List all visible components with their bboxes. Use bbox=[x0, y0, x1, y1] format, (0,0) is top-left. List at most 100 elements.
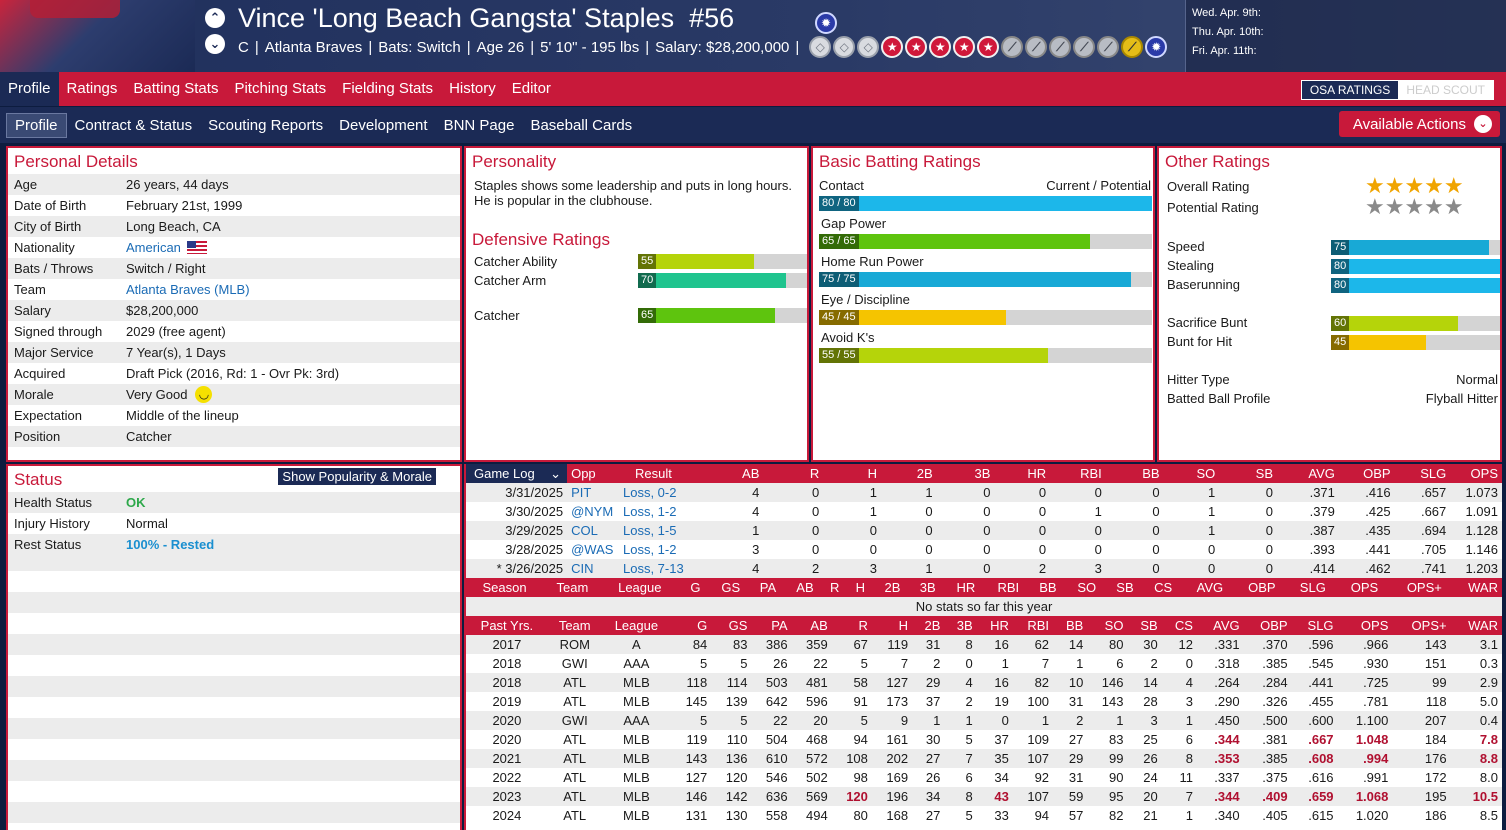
column-header[interactable]: SO bbox=[1087, 616, 1128, 635]
column-header[interactable]: R bbox=[763, 464, 824, 483]
column-header[interactable]: OPS+ bbox=[1382, 578, 1446, 597]
table-cell[interactable]: COL bbox=[567, 521, 619, 540]
column-header[interactable]: Season bbox=[466, 578, 543, 597]
column-header[interactable]: R bbox=[817, 578, 844, 597]
tab-history[interactable]: History bbox=[449, 80, 496, 97]
column-header[interactable]: BB bbox=[1053, 616, 1088, 635]
table-cell[interactable]: CIN bbox=[567, 559, 619, 578]
column-header[interactable]: OBP bbox=[1227, 578, 1280, 597]
column-header[interactable]: RBI bbox=[1012, 616, 1054, 635]
column-header[interactable]: HR bbox=[994, 464, 1051, 483]
column-header[interactable]: H bbox=[843, 578, 870, 597]
column-header[interactable]: League bbox=[601, 616, 672, 635]
tab-ratings[interactable]: Ratings bbox=[66, 80, 118, 97]
column-header[interactable]: OPS+ bbox=[1392, 616, 1451, 635]
column-header[interactable]: Team bbox=[543, 578, 602, 597]
column-header[interactable]: OBP bbox=[1338, 464, 1395, 483]
head-scout-button[interactable]: HEAD SCOUT bbox=[1398, 81, 1493, 99]
column-header[interactable]: RBI bbox=[1050, 464, 1106, 483]
tab-fielding-stats[interactable]: Fielding Stats bbox=[342, 80, 434, 97]
column-header[interactable]: SB bbox=[1100, 578, 1138, 597]
column-header[interactable]: HR bbox=[939, 578, 980, 597]
table-cell: 2020 bbox=[466, 711, 548, 730]
column-header[interactable]: 2B bbox=[880, 464, 937, 483]
show-popularity-morale-button[interactable]: Show Popularity & Morale bbox=[278, 468, 436, 485]
detail-value-text[interactable]: Atlanta Braves (MLB) bbox=[126, 282, 250, 297]
column-header[interactable]: SO bbox=[1163, 464, 1220, 483]
tab-batting-stats[interactable]: Batting Stats bbox=[133, 80, 219, 97]
column-header[interactable]: H bbox=[823, 464, 881, 483]
column-header[interactable]: OBP bbox=[1243, 616, 1292, 635]
table-cell: 119 bbox=[671, 730, 712, 749]
game-log-selector[interactable]: Game Log ⌄ bbox=[466, 464, 568, 483]
column-header[interactable]: BB bbox=[1105, 464, 1164, 483]
column-header[interactable]: PA bbox=[751, 616, 792, 635]
table-cell[interactable]: @NYM bbox=[567, 502, 619, 521]
column-header[interactable]: AVG bbox=[1196, 616, 1244, 635]
detail-value[interactable]: Atlanta Braves (MLB) bbox=[126, 279, 250, 300]
column-header[interactable]: 2B bbox=[869, 578, 905, 597]
column-header[interactable]: BB bbox=[1023, 578, 1061, 597]
status-panel: Status Show Popularity & Morale Health S… bbox=[6, 464, 462, 830]
column-header[interactable]: 3B bbox=[936, 464, 995, 483]
subtab-profile[interactable]: Profile bbox=[6, 112, 67, 138]
subtab-development[interactable]: Development bbox=[339, 116, 428, 134]
column-header[interactable]: CS bbox=[1137, 578, 1177, 597]
column-header[interactable]: WAR bbox=[1445, 578, 1502, 597]
column-header[interactable]: G bbox=[671, 616, 712, 635]
column-header[interactable]: 2B bbox=[912, 616, 945, 635]
detail-value[interactable]: American bbox=[126, 237, 207, 258]
column-header[interactable]: 3B bbox=[944, 616, 977, 635]
column-header[interactable]: AB bbox=[722, 464, 764, 483]
column-header[interactable]: SLG bbox=[1279, 578, 1330, 597]
column-header[interactable]: CS bbox=[1161, 616, 1197, 635]
column-header[interactable]: R bbox=[831, 616, 872, 635]
column-header[interactable]: OPS bbox=[1450, 464, 1502, 483]
column-header[interactable]: SB bbox=[1219, 464, 1278, 483]
column-header[interactable]: SLG bbox=[1394, 464, 1451, 483]
tab-pitching-stats[interactable]: Pitching Stats bbox=[234, 80, 327, 97]
tab-profile[interactable]: Profile bbox=[0, 72, 59, 106]
column-header[interactable]: AVG bbox=[1176, 578, 1228, 597]
table-cell[interactable]: @WAS bbox=[567, 540, 619, 559]
column-header[interactable]: H bbox=[871, 616, 913, 635]
column-header[interactable]: PA bbox=[744, 578, 781, 597]
column-header[interactable]: HR bbox=[976, 616, 1013, 635]
column-header[interactable]: Past Yrs. bbox=[466, 616, 548, 635]
column-header[interactable]: RBI bbox=[979, 578, 1024, 597]
column-header[interactable]: WAR bbox=[1450, 616, 1502, 635]
column-header[interactable]: AVG bbox=[1277, 464, 1339, 483]
column-header[interactable]: 3B bbox=[904, 578, 940, 597]
table-cell[interactable]: Loss, 1-2 bbox=[618, 502, 723, 521]
column-header[interactable]: Opp bbox=[567, 464, 619, 483]
column-header[interactable]: SLG bbox=[1291, 616, 1338, 635]
table-cell[interactable]: PIT bbox=[567, 483, 619, 502]
previous-player-icon[interactable]: ⌃ bbox=[205, 8, 225, 28]
column-header[interactable]: OPS bbox=[1329, 578, 1383, 597]
subtab-baseball-cards[interactable]: Baseball Cards bbox=[530, 116, 633, 134]
subtab-contract-status[interactable]: Contract & Status bbox=[74, 116, 193, 134]
detail-value-text[interactable]: American bbox=[126, 240, 181, 255]
column-header[interactable]: Result bbox=[618, 464, 723, 483]
column-header[interactable]: G bbox=[677, 578, 705, 597]
subtab-bnn-page[interactable]: BNN Page bbox=[443, 116, 515, 134]
tab-editor[interactable]: Editor bbox=[511, 80, 551, 97]
available-actions-button[interactable]: Available Actions ⌄ bbox=[1338, 111, 1500, 137]
column-header[interactable]: League bbox=[601, 578, 678, 597]
osa-ratings-button[interactable]: OSA RATINGS bbox=[1301, 81, 1399, 99]
column-header[interactable]: OPS bbox=[1337, 616, 1393, 635]
table-cell: 1 bbox=[912, 711, 945, 730]
table-cell[interactable]: Loss, 1-2 bbox=[618, 540, 723, 559]
column-header[interactable]: SB bbox=[1127, 616, 1162, 635]
column-header[interactable]: AB bbox=[791, 616, 832, 635]
column-header[interactable]: AB bbox=[780, 578, 818, 597]
column-header[interactable]: GS bbox=[704, 578, 745, 597]
column-header[interactable]: GS bbox=[711, 616, 752, 635]
table-cell[interactable]: Loss, 0-2 bbox=[618, 483, 723, 502]
table-cell[interactable]: Loss, 1-5 bbox=[618, 521, 723, 540]
next-player-icon[interactable]: ⌄ bbox=[205, 34, 225, 54]
subtab-scouting-reports[interactable]: Scouting Reports bbox=[208, 116, 324, 134]
column-header[interactable]: SO bbox=[1060, 578, 1101, 597]
column-header[interactable]: Team bbox=[547, 616, 602, 635]
table-cell[interactable]: Loss, 7-13 bbox=[618, 559, 723, 578]
